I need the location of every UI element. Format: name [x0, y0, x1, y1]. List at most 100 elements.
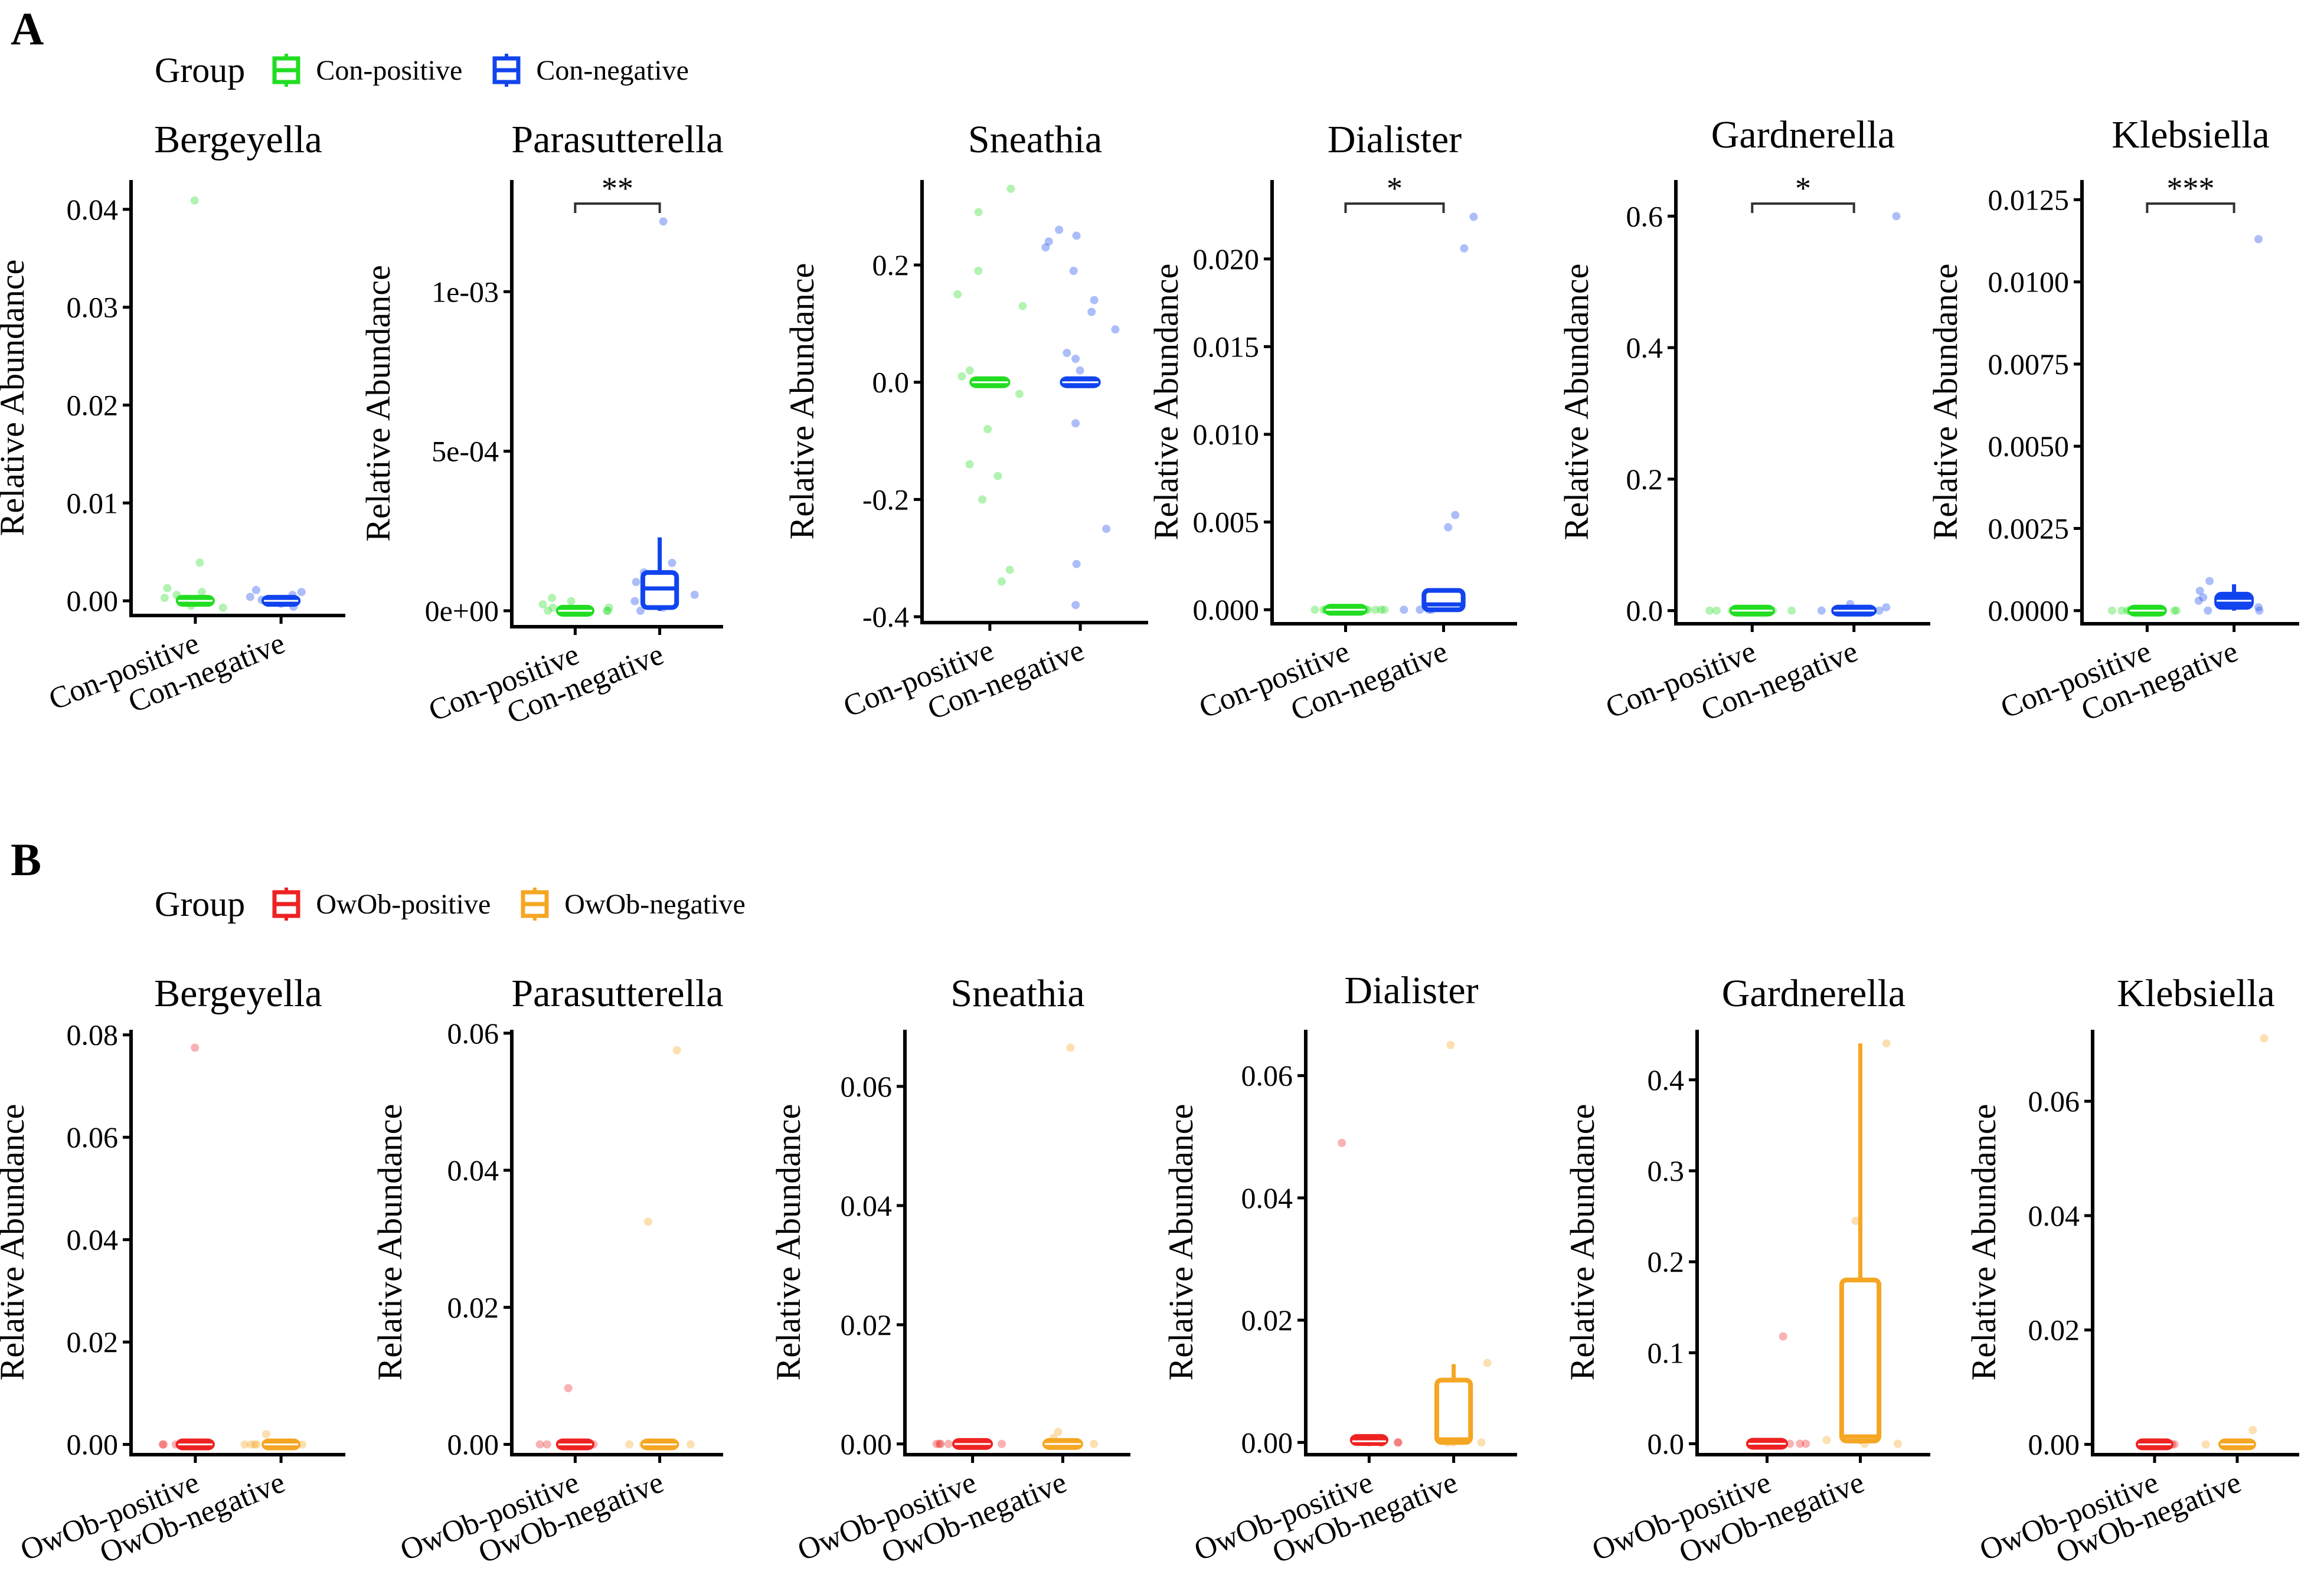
- data-point: [690, 590, 699, 599]
- data-point: [564, 1384, 573, 1393]
- data-point: [544, 607, 553, 615]
- data-point: [160, 594, 169, 603]
- data-point: [1087, 307, 1096, 316]
- data-point: [1090, 296, 1099, 305]
- y-tick-label: 0.0: [1626, 594, 1663, 627]
- significance-bracket: [2146, 202, 2235, 213]
- data-point: [218, 603, 227, 612]
- y-tick-label: 0.1: [1648, 1336, 1685, 1369]
- data-point: [2172, 606, 2181, 615]
- data-point: [191, 1043, 200, 1052]
- chart-title: Sneathia: [968, 118, 1102, 161]
- chart-b-gardnerella: Gardnerella Relative Abundance 0.0 0.1 0.2 0.…: [1563, 972, 1930, 1570]
- legend-item-con-positive: Con-positive: [269, 53, 462, 88]
- data-point: [1371, 605, 1380, 614]
- box-body: [1421, 588, 1466, 613]
- y-tick-label: 0.015: [1193, 330, 1260, 363]
- legend-item-owob-negative: OwOb-negative: [517, 886, 746, 922]
- chart-title: Klebsiella: [2117, 972, 2275, 1015]
- data-point: [240, 1440, 249, 1449]
- y-tick-label: 0.00: [2028, 1428, 2080, 1461]
- data-point: [190, 196, 199, 205]
- data-point: [262, 1430, 270, 1439]
- data-point: [1817, 606, 1826, 615]
- y-tick-label: 0.0100: [1988, 266, 2070, 299]
- data-point: [1451, 510, 1460, 519]
- y-tick-label: 0.06: [1241, 1059, 1293, 1092]
- y-axis-label: Relative Abundance: [0, 260, 31, 536]
- y-tick-label: 0.010: [1193, 418, 1260, 451]
- y-tick-label: 0.020: [1193, 243, 1260, 276]
- chart-b-sneathia: Sneathia Relative Abundance 0.00 0.02 0.04 0.…: [769, 972, 1130, 1570]
- data-point: [1006, 184, 1015, 193]
- data-point: [1076, 366, 1084, 375]
- data-point: [1802, 1439, 1810, 1448]
- data-point: [935, 1439, 944, 1448]
- data-point: [246, 592, 254, 601]
- legend-label: Con-positive: [316, 54, 463, 86]
- y-tick-label: 0.04: [67, 193, 119, 226]
- chart-a-sneathia: Sneathia Relative Abundance -0.4 -0.2 0.0 0.2…: [783, 118, 1148, 726]
- data-point: [1015, 389, 1024, 398]
- data-point: [1787, 606, 1796, 615]
- data-point: [250, 1440, 259, 1449]
- y-tick-label: -0.2: [862, 483, 909, 516]
- data-point: [965, 460, 974, 469]
- y-tick-label: 0e+00: [425, 594, 499, 627]
- data-point: [602, 607, 611, 615]
- y-tick-label: 0.02: [67, 388, 119, 421]
- data-point: [2248, 1426, 2257, 1435]
- y-tick-label: 0.04: [2028, 1199, 2080, 1232]
- legend-label: OwOb-negative: [564, 888, 746, 920]
- data-point: [993, 472, 1002, 480]
- significance-label: **: [602, 171, 633, 206]
- data-point: [1460, 244, 1469, 253]
- y-axis-label: Relative Abundance: [1162, 1104, 1200, 1381]
- y-tick-label: 0.04: [841, 1189, 893, 1222]
- data-point: [1066, 1043, 1075, 1052]
- panel-letter-b: B: [11, 834, 42, 885]
- data-point: [1072, 231, 1081, 240]
- data-point: [1469, 212, 1478, 221]
- y-tick-label: 0.4: [1626, 331, 1663, 364]
- y-tick-label: 0.0: [872, 366, 910, 399]
- data-point: [974, 208, 983, 217]
- data-point: [643, 1217, 652, 1226]
- data-point: [632, 578, 640, 587]
- y-tick-label: 0.04: [1241, 1181, 1293, 1214]
- y-tick-label: 0.000: [1193, 593, 1260, 626]
- data-point: [298, 1440, 306, 1449]
- data-point: [1394, 1438, 1403, 1447]
- y-axis-label: Relative Abundance: [0, 1104, 31, 1381]
- y-tick-label: 0.01: [67, 486, 119, 519]
- chart-b-klebsiella: Klebsiella Relative Abundance 0.00 0.02 0.04…: [1965, 972, 2299, 1570]
- chart-b-bergeyella: Bergeyella Relative Abundance 0.00 0.02 0.04…: [0, 972, 345, 1570]
- data-point: [1071, 419, 1080, 428]
- data-point: [195, 558, 204, 567]
- data-point: [636, 607, 645, 615]
- data-point: [604, 603, 613, 612]
- data-point: [2260, 1034, 2269, 1043]
- y-tick-label: 0.02: [447, 1291, 499, 1324]
- data-point: [1071, 355, 1080, 363]
- box-body: [1839, 1277, 1882, 1443]
- y-tick-label: 0.005: [1193, 506, 1260, 539]
- data-point: [1380, 605, 1389, 614]
- chart-title: Parasutterella: [511, 118, 723, 161]
- significance-label: *: [1795, 171, 1811, 206]
- data-point: [1055, 225, 1064, 234]
- y-tick-label: 0.06: [841, 1070, 893, 1103]
- y-tick-label: 0.00: [447, 1428, 499, 1461]
- data-point: [1892, 212, 1901, 221]
- y-tick-label: 0.08: [67, 1019, 119, 1052]
- y-tick-label: 0.00: [841, 1428, 893, 1461]
- y-tick-label: 0.0050: [1988, 430, 2070, 463]
- y-tick-label: 0.00: [67, 1428, 119, 1461]
- data-point: [251, 585, 260, 594]
- data-point: [672, 1046, 681, 1055]
- data-point: [158, 1440, 167, 1449]
- chart-b-dialister: Dialister Relative Abundance 0.00 0.02 0.04 0…: [1162, 969, 1517, 1570]
- data-point: [932, 1439, 941, 1448]
- data-point: [957, 372, 966, 381]
- data-point: [1444, 523, 1453, 532]
